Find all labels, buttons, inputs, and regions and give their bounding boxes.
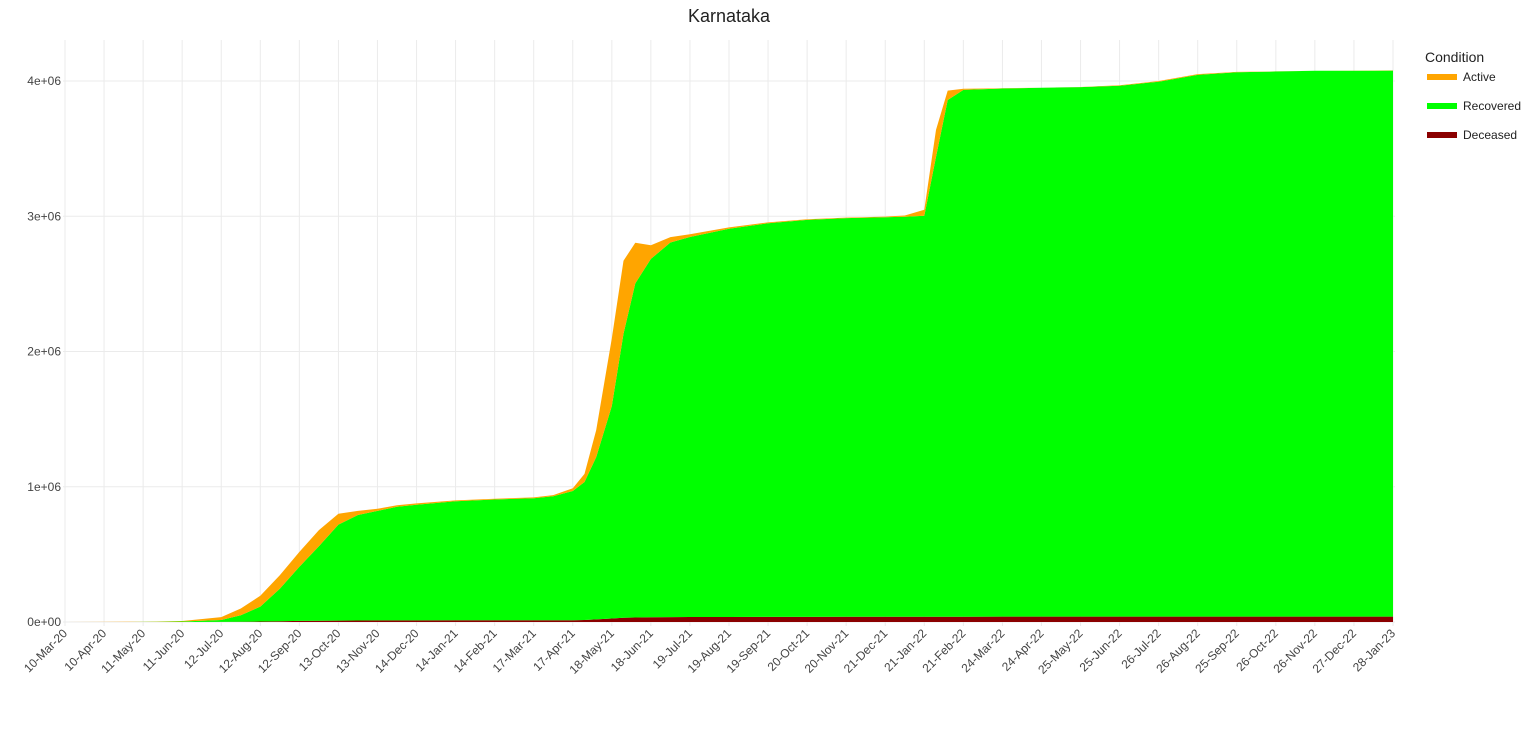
legend-item-recovered[interactable]: Recovered (1427, 99, 1521, 113)
legend-label: Active (1463, 70, 1496, 84)
y-tick-label: 1e+06 (27, 480, 61, 494)
x-tick-label: 24-Mar-22 (958, 626, 1007, 675)
legend-item-active[interactable]: Active (1427, 70, 1496, 84)
x-axis: 10-Mar-2010-Apr-2011-May-2011-Jun-2012-J… (21, 626, 1398, 677)
area-series (65, 70, 1393, 623)
y-tick-label: 2e+06 (27, 345, 61, 359)
x-tick-label: 17-Mar-21 (490, 626, 539, 675)
y-axis: 0e+00 1e+06 2e+06 3e+06 4e+06 (27, 74, 61, 629)
chart-title: Karnataka (688, 6, 771, 26)
x-tick-label: 28-Jan-23 (1350, 626, 1398, 674)
x-tick-label: 25-Jun-22 (1077, 626, 1125, 674)
legend-label: Deceased (1463, 128, 1517, 142)
legend-swatch (1427, 132, 1457, 138)
area-deceased (65, 616, 1393, 622)
legend-label: Recovered (1463, 99, 1521, 113)
x-tick-label: 10-Mar-20 (21, 626, 70, 675)
legend-title: Condition (1425, 49, 1484, 65)
legend-swatch (1427, 74, 1457, 80)
legend[interactable]: Condition Active Recovered Deceased (1425, 49, 1521, 142)
area-recovered (65, 70, 1393, 623)
x-tick-label: 11-Jun-20 (140, 626, 188, 674)
y-tick-label: 3e+06 (27, 209, 61, 223)
x-tick-label: 18-Jun-21 (608, 626, 656, 674)
y-tick-label: 4e+06 (27, 74, 61, 88)
legend-swatch (1427, 103, 1457, 109)
y-tick-label: 0e+00 (27, 615, 61, 629)
legend-item-deceased[interactable]: Deceased (1427, 128, 1517, 142)
